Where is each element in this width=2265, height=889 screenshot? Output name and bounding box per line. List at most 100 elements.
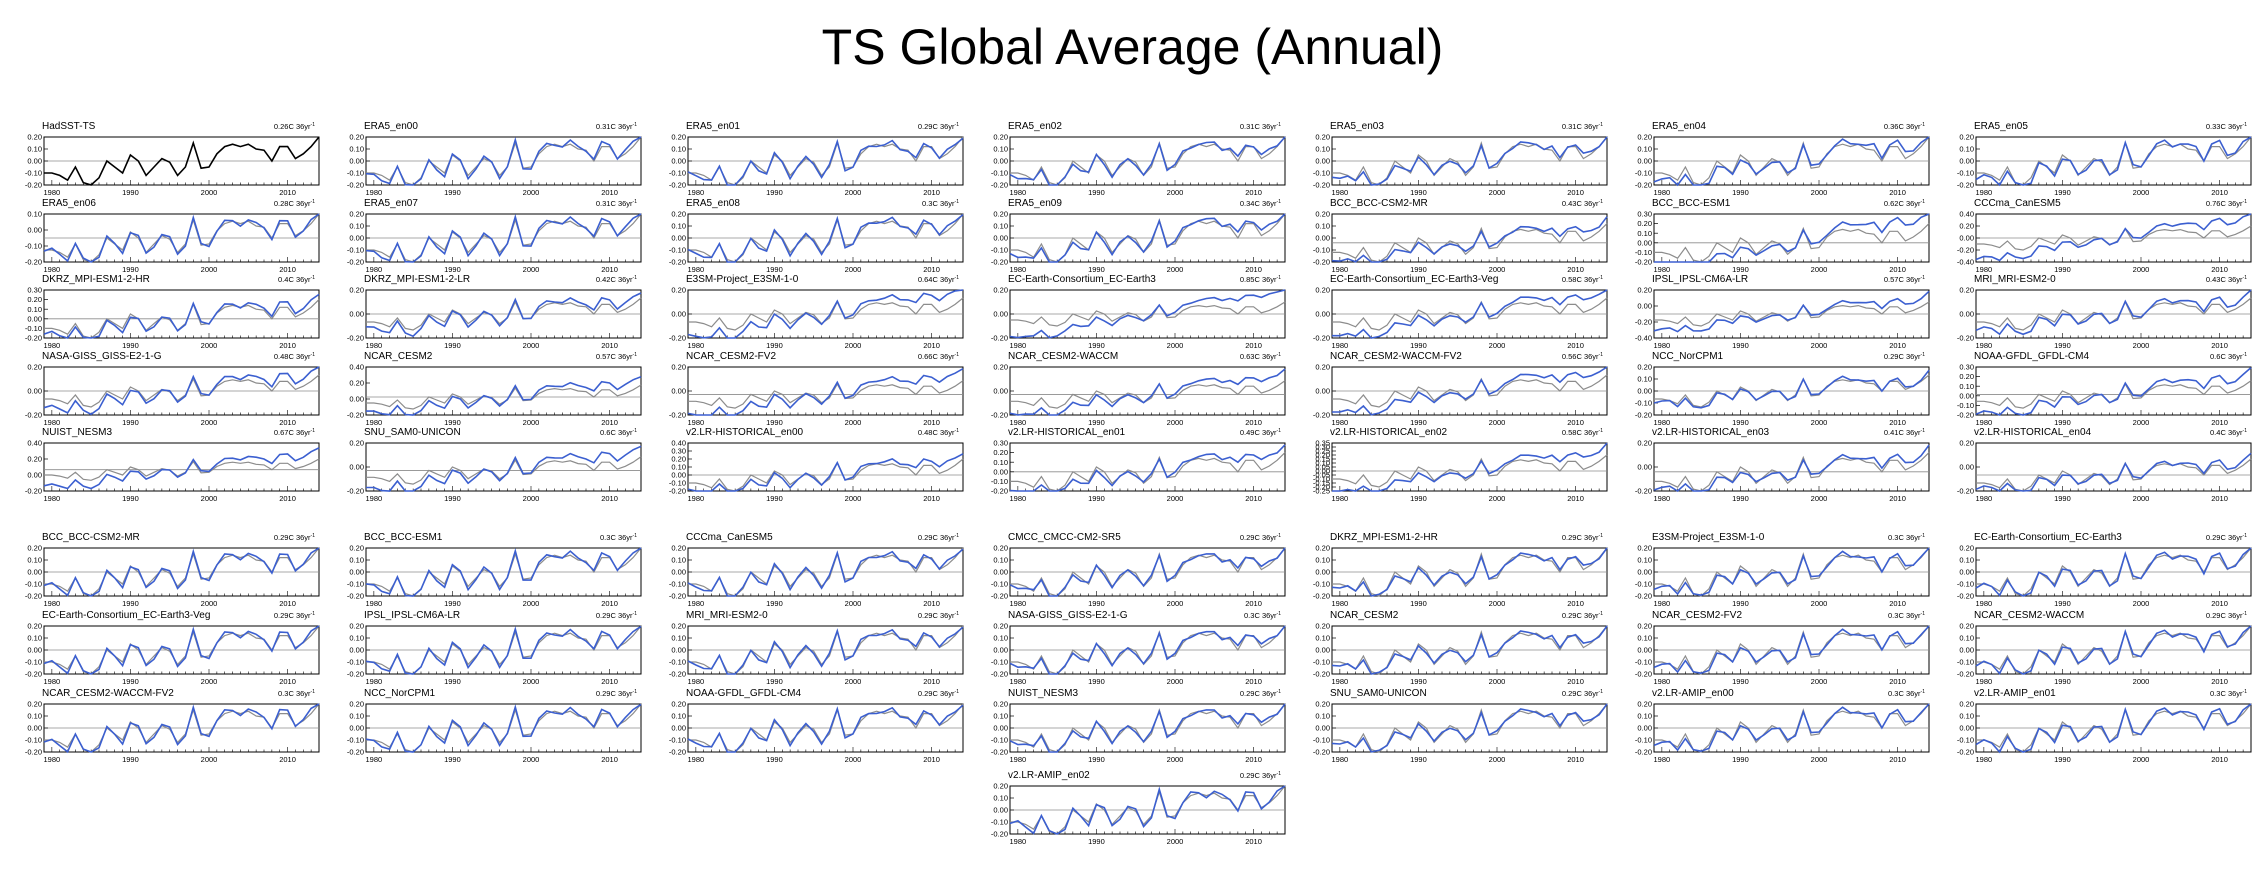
panel-trend: 0.3C 36yr-1 xyxy=(2210,689,2247,698)
y-tick-label: -0.20 xyxy=(1635,748,1652,757)
model-series-line xyxy=(1331,703,1608,753)
y-tick-label: -0.05 xyxy=(1313,471,1330,480)
panel: NUIST_NESM3 0.67C 36yr-1 0.40 0.20 0.00 -0.20… xyxy=(25,427,320,503)
panel-trend: 0.4C 36yr-1 xyxy=(278,275,315,284)
x-tick-label: 2000 xyxy=(1811,677,1828,686)
reference-series-line xyxy=(44,374,320,408)
plot-frame xyxy=(1331,213,1608,263)
y-tick-label: 0.20 xyxy=(1959,439,1974,448)
panel: v2.LR-HISTORICAL_en02 0.58C 36yr-1 0.350.3… xyxy=(1313,427,1608,503)
x-tick-label: 1990 xyxy=(122,494,139,503)
x-tick-label: 1980 xyxy=(688,265,705,274)
y-tick-label: -0.10 xyxy=(991,818,1008,827)
x-tick-label: 1980 xyxy=(1010,265,1027,274)
x-tick-label: 2010 xyxy=(923,188,940,197)
y-tick-label: 0.10 xyxy=(27,634,42,643)
y-tick-label: -0.20 xyxy=(1313,411,1330,420)
x-tick-label: 2010 xyxy=(1889,755,1906,764)
model-series-line xyxy=(1653,547,1930,597)
panel: v2.LR-AMIP_en00 0.3C 36yr-1 0.20 0.10 0.00 -0… xyxy=(1635,688,1930,764)
x-tick-label: 2000 xyxy=(523,341,540,350)
x-tick-label: 2000 xyxy=(1811,265,1828,274)
y-tick-label: 0.10 xyxy=(27,556,42,565)
panel: v2.LR-HISTORICAL_en04 0.4C 36yr-1 0.20 0.00… xyxy=(1957,427,2252,503)
y-tick-label: -0.20 xyxy=(347,181,364,190)
reference-series-line xyxy=(1332,297,1608,331)
panel: v2.LR-HISTORICAL_en03 0.41C 36yr-1 0.20 0.0… xyxy=(1635,427,1930,503)
y-tick-label: 0.20 xyxy=(1315,210,1330,219)
y-tick-label: 0.10 xyxy=(1637,145,1652,154)
x-tick-label: 2000 xyxy=(201,265,218,274)
panel: ERA5_en04 0.36C 36yr-1 0.20 0.10 0.00 -0.10 -0… xyxy=(1635,121,1930,197)
panel-name: MRI_MRI-ESM2-0 xyxy=(1974,274,2056,285)
y-tick-label: 0.00 xyxy=(349,395,364,404)
model-series-line xyxy=(1009,289,1286,339)
x-tick-label: 1980 xyxy=(1976,265,1993,274)
y-tick-label: -0.10 xyxy=(1635,169,1652,178)
y-tick-label: 0.10 xyxy=(27,145,42,154)
y-tick-label: -0.20 xyxy=(25,258,42,267)
x-tick-label: 1990 xyxy=(122,755,139,764)
x-tick-label: 1980 xyxy=(366,418,383,427)
y-tick-label: 0.20 xyxy=(349,439,364,448)
y-tick-label: -0.20 xyxy=(347,670,364,679)
x-tick-label: 1990 xyxy=(766,265,783,274)
panel-trend: 0.4C 36yr-1 xyxy=(2210,428,2247,437)
x-tick-label: 1980 xyxy=(1010,599,1027,608)
reference-series-line xyxy=(1332,703,1608,753)
x-tick-label: 2000 xyxy=(2133,188,2150,197)
model-series-line xyxy=(1975,289,2252,336)
y-tick-label: -0.20 xyxy=(1957,334,1974,343)
y-tick-label: 0.05 xyxy=(1315,463,1330,472)
x-tick-label: 2000 xyxy=(2133,755,2150,764)
panel: NCAR_CESM2-WACCM 0.63C 36yr-1 0.20 0.00 -0.2… xyxy=(991,351,1286,427)
y-tick-label: -0.20 xyxy=(991,670,1008,679)
x-tick-label: 2000 xyxy=(845,418,862,427)
x-tick-label: 2000 xyxy=(523,494,540,503)
y-tick-label: 0.25 xyxy=(1315,447,1330,456)
y-tick-label: -0.10 xyxy=(1957,658,1974,667)
y-tick-label: 0.00 xyxy=(671,646,686,655)
y-tick-label: 0.10 xyxy=(1315,712,1330,721)
panel: MRI_MRI-ESM2-0 0.29C 36yr-1 0.20 0.10 0.00 -0… xyxy=(669,610,964,686)
x-tick-label: 2000 xyxy=(845,755,862,764)
x-tick-label: 1990 xyxy=(766,494,783,503)
y-tick-label: -0.20 xyxy=(991,592,1008,601)
x-tick-label: 2010 xyxy=(1889,341,1906,350)
panel: NASA-GISS_GISS-E2-1-G 0.3C 36yr-1 0.20 0.10… xyxy=(991,610,1286,686)
panel: NCAR_CESM2-WACCM 0.29C 36yr-1 0.20 0.10 0.00… xyxy=(1957,610,2252,686)
x-tick-label: 1980 xyxy=(44,494,61,503)
panel-trend: 0.41C 36yr-1 xyxy=(1884,428,1925,437)
y-tick-label: -0.20 xyxy=(1635,318,1652,327)
panel-trend: 0.29C 36yr-1 xyxy=(596,611,637,620)
x-tick-label: 2010 xyxy=(923,418,940,427)
x-tick-label: 1980 xyxy=(1332,599,1349,608)
panel-name: NCAR_CESM2-WACCM-FV2 xyxy=(1330,351,1462,362)
panel-trend: 0.29C 36yr-1 xyxy=(1240,533,1281,542)
x-tick-label: 1990 xyxy=(444,755,461,764)
y-tick-label: -0.20 xyxy=(347,258,364,267)
y-tick-label: 0.30 xyxy=(1959,363,1974,372)
y-tick-label: 0.10 xyxy=(1959,382,1974,391)
y-tick-label: -0.20 xyxy=(1957,748,1974,757)
y-tick-label: -0.20 xyxy=(1957,670,1974,679)
model-series-line xyxy=(1009,785,1286,835)
y-tick-label: -0.10 xyxy=(669,246,686,255)
x-tick-label: 1990 xyxy=(1732,265,1749,274)
y-tick-label: 0.00 xyxy=(1637,387,1652,396)
x-tick-label: 1990 xyxy=(766,188,783,197)
y-tick-label: 0.20 xyxy=(1315,622,1330,631)
y-tick-label: 0.10 xyxy=(27,210,42,219)
y-tick-label: 0.10 xyxy=(1959,712,1974,721)
panel-trend: 0.63C 36yr-1 xyxy=(1240,352,1281,361)
x-tick-label: 1990 xyxy=(2054,341,2071,350)
y-tick-label: 0.10 xyxy=(1959,145,1974,154)
panel-trend: 0.3C 36yr-1 xyxy=(1888,689,1925,698)
x-tick-label: 2000 xyxy=(2133,418,2150,427)
panel: ERA5_en02 0.31C 36yr-1 0.20 0.10 0.00 -0.10 -0… xyxy=(991,121,1286,197)
x-tick-label: 2010 xyxy=(2211,599,2228,608)
y-tick-label: -0.20 xyxy=(1313,483,1330,492)
y-tick-label: -0.20 xyxy=(991,181,1008,190)
y-tick-label: -0.10 xyxy=(347,736,364,745)
panel: v2.LR-AMIP_en01 0.3C 36yr-1 0.20 0.10 0.00 -0… xyxy=(1957,688,2252,764)
